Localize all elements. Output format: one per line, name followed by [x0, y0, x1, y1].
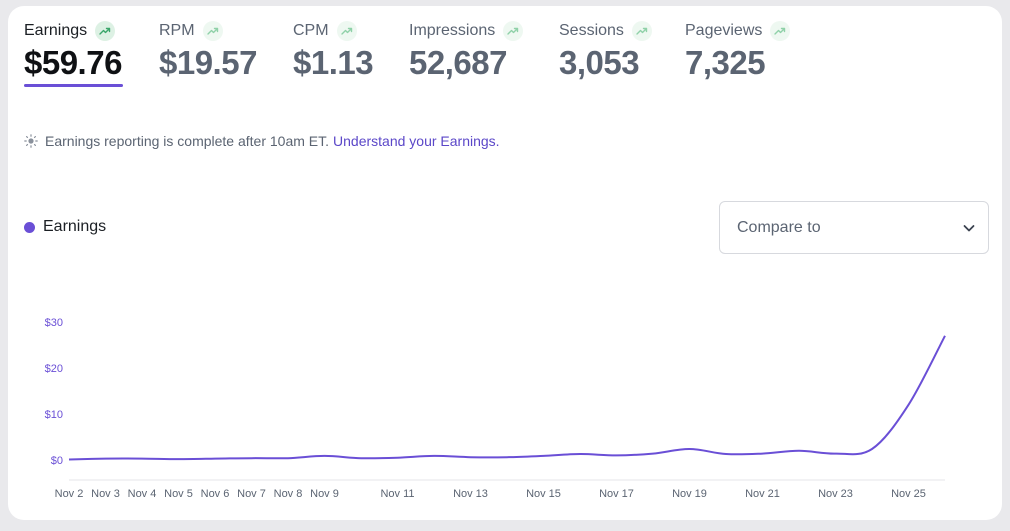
metric-value: $59.76 [24, 44, 122, 81]
data-point[interactable] [760, 451, 766, 457]
data-point[interactable] [906, 402, 912, 408]
sun-icon [24, 134, 38, 148]
x-tick-label: Nov 7 [237, 488, 266, 500]
x-tick-label: Nov 23 [818, 488, 853, 500]
trending-up-icon [336, 21, 357, 41]
data-point[interactable] [942, 333, 948, 339]
metric-label: CPM [293, 22, 329, 39]
data-point[interactable] [869, 446, 875, 452]
metric-value: 3,053 [559, 44, 640, 81]
x-tick-label: Nov 5 [164, 488, 193, 500]
metric-label: Earnings [24, 22, 88, 39]
data-point[interactable] [395, 455, 401, 461]
x-tick-label: Nov 9 [310, 488, 339, 500]
x-tick-label: Nov 25 [891, 488, 926, 500]
trending-up-icon [503, 21, 524, 41]
metric-label: Sessions [559, 22, 624, 39]
data-point[interactable] [468, 454, 474, 460]
data-point[interactable] [139, 456, 145, 462]
earnings-card: Earnings $59.76 RPM $19.57 CPM [8, 6, 1002, 520]
data-point[interactable] [103, 456, 109, 462]
earnings-line-chart: $0 $10 $20 $30 Nov 2 Nov 3 Nov 4 Nov 5 Nov 6 Nov … [45, 317, 948, 500]
legend-swatch [24, 221, 35, 233]
y-tick-label: $30 [45, 317, 63, 329]
data-point[interactable] [322, 453, 328, 459]
data-point[interactable] [614, 452, 620, 458]
y-tick-label: $20 [45, 363, 63, 375]
x-tick-label: Nov 3 [91, 488, 120, 500]
data-point[interactable] [577, 451, 583, 457]
metric-tab-earnings[interactable]: Earnings $59.76 [24, 20, 123, 87]
data-point[interactable] [504, 454, 510, 460]
notice-text: Earnings reporting is complete after 10a… [45, 133, 330, 149]
x-tick-label: Nov 17 [599, 488, 634, 500]
x-tick-label: Nov 11 [380, 488, 414, 500]
data-point[interactable] [431, 453, 437, 459]
y-tick-label: $10 [45, 409, 63, 421]
trending-up-icon [631, 21, 652, 41]
data-point[interactable] [541, 453, 547, 459]
data-point[interactable] [176, 456, 182, 462]
x-tick-label: Nov 8 [274, 488, 303, 500]
metrics-tabs: Earnings $59.76 RPM $19.57 CPM [24, 20, 984, 90]
x-tick-label: Nov 19 [672, 488, 707, 500]
metric-label: Pageviews [685, 22, 763, 39]
compare-to-dropdown[interactable]: Compare to [719, 201, 989, 254]
metric-label: RPM [159, 22, 195, 39]
metric-value: $19.57 [159, 44, 257, 81]
data-point[interactable] [66, 457, 72, 463]
x-tick-label: Nov 13 [453, 488, 488, 500]
series-line-earnings [68, 335, 946, 461]
metric-value: $1.13 [293, 44, 374, 81]
compare-to-placeholder: Compare to [737, 218, 821, 236]
data-point[interactable] [650, 451, 656, 457]
x-tick-label: Nov 2 [55, 488, 84, 500]
earnings-notice: Earnings reporting is complete after 10a… [24, 133, 500, 149]
chart-legend: Earnings [24, 218, 106, 236]
data-point[interactable] [687, 446, 693, 452]
understand-earnings-link[interactable]: Understand your Earnings. [333, 133, 500, 149]
x-tick-label: Nov 21 [745, 488, 780, 500]
data-point[interactable] [212, 456, 218, 462]
trending-up-icon [202, 21, 223, 41]
active-tab-indicator [24, 84, 123, 87]
metric-tab-rpm[interactable]: RPM $19.57 [159, 20, 257, 82]
metric-value: 7,325 [685, 44, 766, 81]
data-point[interactable] [285, 455, 291, 461]
legend-label: Earnings [43, 218, 107, 235]
data-point[interactable] [723, 451, 729, 457]
y-tick-label: $0 [51, 455, 63, 467]
data-point[interactable] [796, 448, 802, 454]
x-tick-label: Nov 4 [128, 488, 157, 500]
x-tick-label: Nov 15 [526, 488, 561, 500]
metric-tab-cpm[interactable]: CPM $1.13 [293, 20, 374, 82]
metric-label: Impressions [409, 22, 496, 39]
data-point[interactable] [358, 455, 364, 461]
trending-up-icon [95, 21, 116, 41]
metric-value: 52,687 [409, 44, 507, 81]
trending-up-icon [770, 21, 791, 41]
data-point[interactable] [833, 451, 839, 457]
data-point[interactable] [249, 455, 255, 461]
x-tick-label: Nov 6 [201, 488, 230, 500]
metric-tab-pageviews[interactable]: Pageviews 7,325 [685, 20, 791, 82]
metric-tab-impressions[interactable]: Impressions 52,687 [409, 20, 524, 82]
chevron-down-icon [963, 224, 975, 231]
metric-tab-sessions[interactable]: Sessions 3,053 [559, 20, 652, 82]
